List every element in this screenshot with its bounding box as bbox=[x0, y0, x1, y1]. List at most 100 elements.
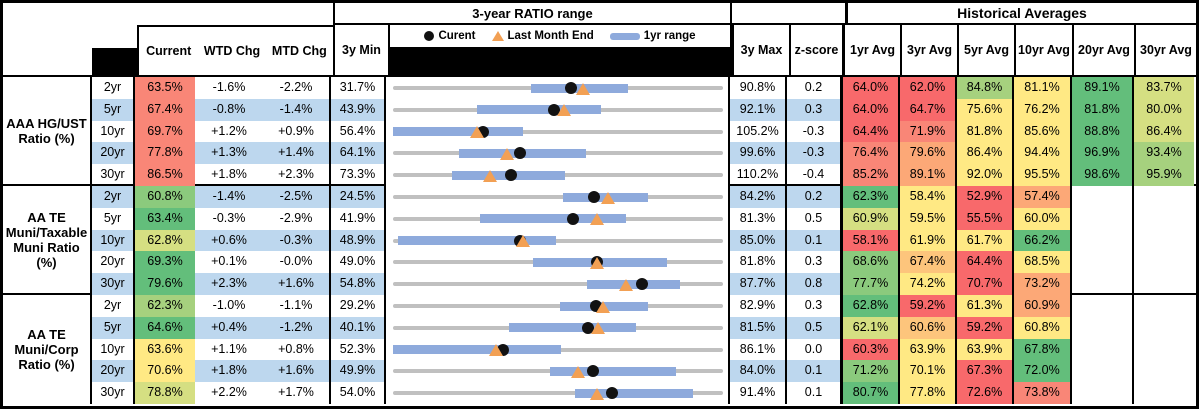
table-row: 20yr 77.8% +1.3% +1.4% 64.1% 99.6% -0.3 … bbox=[92, 142, 1194, 165]
z-score-cell: 0.1 bbox=[787, 382, 843, 404]
avg-cell bbox=[1134, 295, 1194, 317]
mtd-chg-cell: +2.3% bbox=[263, 164, 331, 186]
avg-cell: 95.5% bbox=[1014, 164, 1072, 186]
table-row: 10yr 62.8% +0.6% -0.3% 48.9% 85.0% 0.1 5… bbox=[92, 229, 1194, 252]
range-chart-cell bbox=[386, 382, 730, 404]
range-chart-cell bbox=[386, 316, 730, 339]
avg-cells: 60.9% 59.5% 55.5% 60.0% bbox=[843, 207, 1194, 230]
z-score-cell: 0.3 bbox=[787, 295, 843, 317]
current-dot bbox=[514, 147, 527, 160]
avg-cell: 77.8% bbox=[900, 382, 957, 404]
range-track bbox=[393, 195, 723, 199]
current-cell: 86.5% bbox=[135, 164, 195, 186]
range-chart-cell bbox=[386, 142, 730, 165]
mtd-chg-cell: -0.0% bbox=[263, 251, 331, 274]
avg-cell: 71.2% bbox=[843, 360, 900, 383]
current-cell: 79.6% bbox=[135, 273, 195, 295]
z-score-cell: 0.2 bbox=[787, 77, 843, 99]
avg-cell: 68.5% bbox=[1014, 251, 1072, 274]
table-row: 5yr 67.4% -0.8% -1.4% 43.9% 92.1% 0.3 64… bbox=[92, 98, 1194, 121]
mtd-chg-cell: -1.2% bbox=[263, 316, 331, 339]
range-bar bbox=[477, 105, 601, 115]
range-chart-cell bbox=[386, 164, 730, 186]
avg-cell: 60.0% bbox=[1014, 207, 1072, 230]
max-cell: 86.1% bbox=[730, 338, 787, 361]
avg-cells: 71.2% 70.1% 67.3% 72.0% bbox=[843, 360, 1194, 383]
avg-cell: 80.0% bbox=[1134, 98, 1194, 121]
avg-cell: 67.8% bbox=[1014, 338, 1072, 361]
range-track bbox=[393, 238, 723, 243]
avg-cell: 60.8% bbox=[1014, 316, 1072, 339]
current-cell: 64.6% bbox=[135, 316, 195, 339]
avg-cell bbox=[1134, 273, 1194, 295]
mtd-chg-cell: -2.5% bbox=[263, 186, 331, 208]
wtd-chg-column-header: WTD Chg bbox=[203, 44, 261, 58]
avg-cell bbox=[1134, 360, 1194, 382]
tenor-cell: 5yr bbox=[92, 316, 135, 339]
avg-cell: 70.7% bbox=[957, 273, 1014, 295]
avg-cell: 62.0% bbox=[900, 77, 957, 99]
avg-cell: 64.0% bbox=[843, 98, 900, 121]
avg-cells: 62.8% 59.2% 61.3% 60.9% bbox=[843, 295, 1194, 317]
3yr-avg-column-header: 3yr Avg bbox=[902, 25, 959, 75]
group-label: AA TE Muni/Corp Ratio (%) bbox=[3, 295, 92, 404]
avg-cell bbox=[1072, 295, 1134, 317]
avg-cell: 73.2% bbox=[1014, 273, 1072, 295]
avg-cell: 61.9% bbox=[900, 229, 957, 252]
avg-cells: 62.1% 60.6% 59.2% 60.8% bbox=[843, 316, 1194, 339]
last-month-triangle-icon bbox=[491, 31, 504, 41]
table-row: 10yr 69.7% +1.2% +0.9% 56.4% 105.2% -0.3… bbox=[92, 120, 1194, 143]
range-chart-cell bbox=[386, 120, 730, 143]
range-bar bbox=[393, 127, 524, 137]
avg-cell: 81.1% bbox=[1014, 77, 1072, 99]
legend-1yr-range-item: 1yr range bbox=[609, 30, 696, 42]
avg-cell: 61.7% bbox=[957, 229, 1014, 252]
avg-cell: 68.6% bbox=[843, 251, 900, 274]
avg-cells: 62.3% 58.4% 52.9% 57.4% bbox=[843, 186, 1194, 208]
range-chart-cell bbox=[386, 186, 730, 208]
avg-cell: 67.3% bbox=[957, 360, 1014, 383]
avg-cells: 64.4% 71.9% 81.8% 85.6% 88.8% 86.4% bbox=[843, 120, 1194, 143]
last-month-triangle bbox=[590, 322, 605, 335]
last-month-triangle bbox=[618, 278, 633, 291]
wtd-chg-cell: +1.8% bbox=[195, 360, 263, 383]
range-bar bbox=[549, 366, 677, 376]
avg-cell bbox=[1134, 251, 1194, 273]
avg-cell: 83.7% bbox=[1134, 77, 1194, 99]
avg-cell: 86.4% bbox=[1134, 120, 1194, 143]
legend-last-month-item: Last Month End bbox=[491, 30, 594, 42]
current-cell: 70.6% bbox=[135, 360, 195, 383]
min-cell: 43.9% bbox=[331, 98, 386, 121]
avg-cell: 76.4% bbox=[843, 142, 900, 165]
average-column-headers: 1yr Avg 3yr Avg 5yr Avg 10yr Avg 20yr Av… bbox=[845, 25, 1196, 75]
avg-cell bbox=[1072, 273, 1134, 295]
avg-cell: 63.9% bbox=[957, 338, 1014, 361]
range-chart-cell bbox=[386, 338, 730, 361]
avg-cell: 62.8% bbox=[843, 295, 900, 317]
wtd-chg-cell: +1.2% bbox=[211, 123, 247, 138]
5yr-avg-column-header: 5yr Avg bbox=[959, 25, 1016, 75]
z-score-cell: 0.3 bbox=[787, 98, 843, 121]
range-bar bbox=[509, 323, 636, 333]
range-track bbox=[393, 129, 723, 134]
avg-cells: 80.7% 77.8% 72.6% 73.8% bbox=[843, 382, 1194, 404]
avg-cells: 60.3% 63.9% 63.9% 67.8% bbox=[843, 338, 1194, 361]
3y-max-column-header: 3y Max bbox=[732, 25, 789, 75]
avg-cell: 71.9% bbox=[900, 120, 957, 143]
last-month-triangle bbox=[596, 300, 611, 313]
wtd-chg-cell: -0.3% bbox=[212, 210, 246, 225]
avg-cell: 92.0% bbox=[957, 164, 1014, 186]
range-chart-cell bbox=[386, 295, 730, 317]
last-month-triangle bbox=[570, 365, 585, 378]
current-cell: 69.7% bbox=[135, 120, 195, 143]
ratio-group: AA TE Muni/Taxable Muni Ratio (%) 2yr 60.8%… bbox=[3, 186, 1196, 295]
mtd-chg-cell: +0.9% bbox=[263, 120, 331, 143]
avg-cell bbox=[1072, 186, 1134, 208]
table-row: 30yr 78.8% +2.2% +1.7% 54.0% 91.4% 0.1 8… bbox=[92, 382, 1194, 404]
avg-cell: 96.9% bbox=[1072, 142, 1134, 165]
last-month-triangle bbox=[600, 191, 615, 204]
max-cell: 105.2% bbox=[730, 120, 787, 143]
min-cell: 41.9% bbox=[331, 207, 386, 230]
z-score-cell: 0.1 bbox=[787, 360, 843, 383]
